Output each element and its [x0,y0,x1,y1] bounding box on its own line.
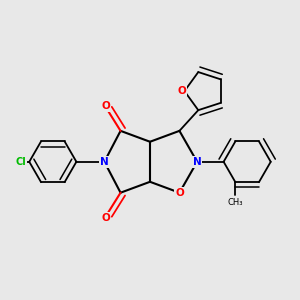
Text: N: N [100,157,109,167]
Text: N: N [193,157,202,167]
Text: Cl: Cl [15,157,26,167]
Text: O: O [101,101,110,111]
Text: CH₃: CH₃ [228,198,243,207]
Text: O: O [178,85,187,95]
Text: O: O [175,188,184,198]
Text: O: O [101,213,110,223]
